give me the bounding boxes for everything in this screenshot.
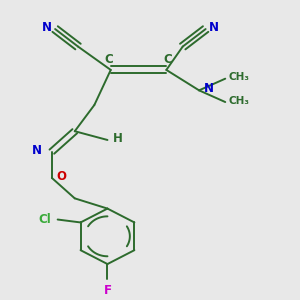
Text: N: N xyxy=(209,21,219,34)
Text: F: F xyxy=(103,284,112,298)
Text: Cl: Cl xyxy=(38,213,51,226)
Text: CH₃: CH₃ xyxy=(229,96,250,106)
Text: N: N xyxy=(204,82,214,95)
Text: C: C xyxy=(164,52,172,65)
Text: CH₃: CH₃ xyxy=(229,72,250,82)
Text: N: N xyxy=(32,144,42,157)
Text: N: N xyxy=(42,21,52,34)
Text: C: C xyxy=(105,52,113,65)
Text: O: O xyxy=(57,170,67,183)
Text: H: H xyxy=(112,132,122,145)
